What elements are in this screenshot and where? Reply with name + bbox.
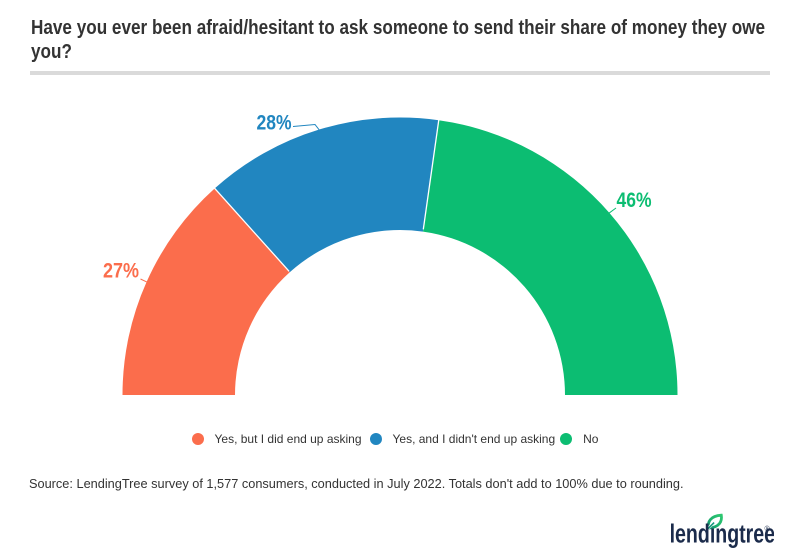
svg-text:46%: 46%: [617, 188, 652, 212]
svg-text:27%: 27%: [103, 259, 139, 283]
svg-text:28%: 28%: [256, 111, 291, 135]
svg-text:lendıngtree: lendıngtree: [670, 519, 774, 548]
svg-text:®: ®: [765, 525, 771, 533]
